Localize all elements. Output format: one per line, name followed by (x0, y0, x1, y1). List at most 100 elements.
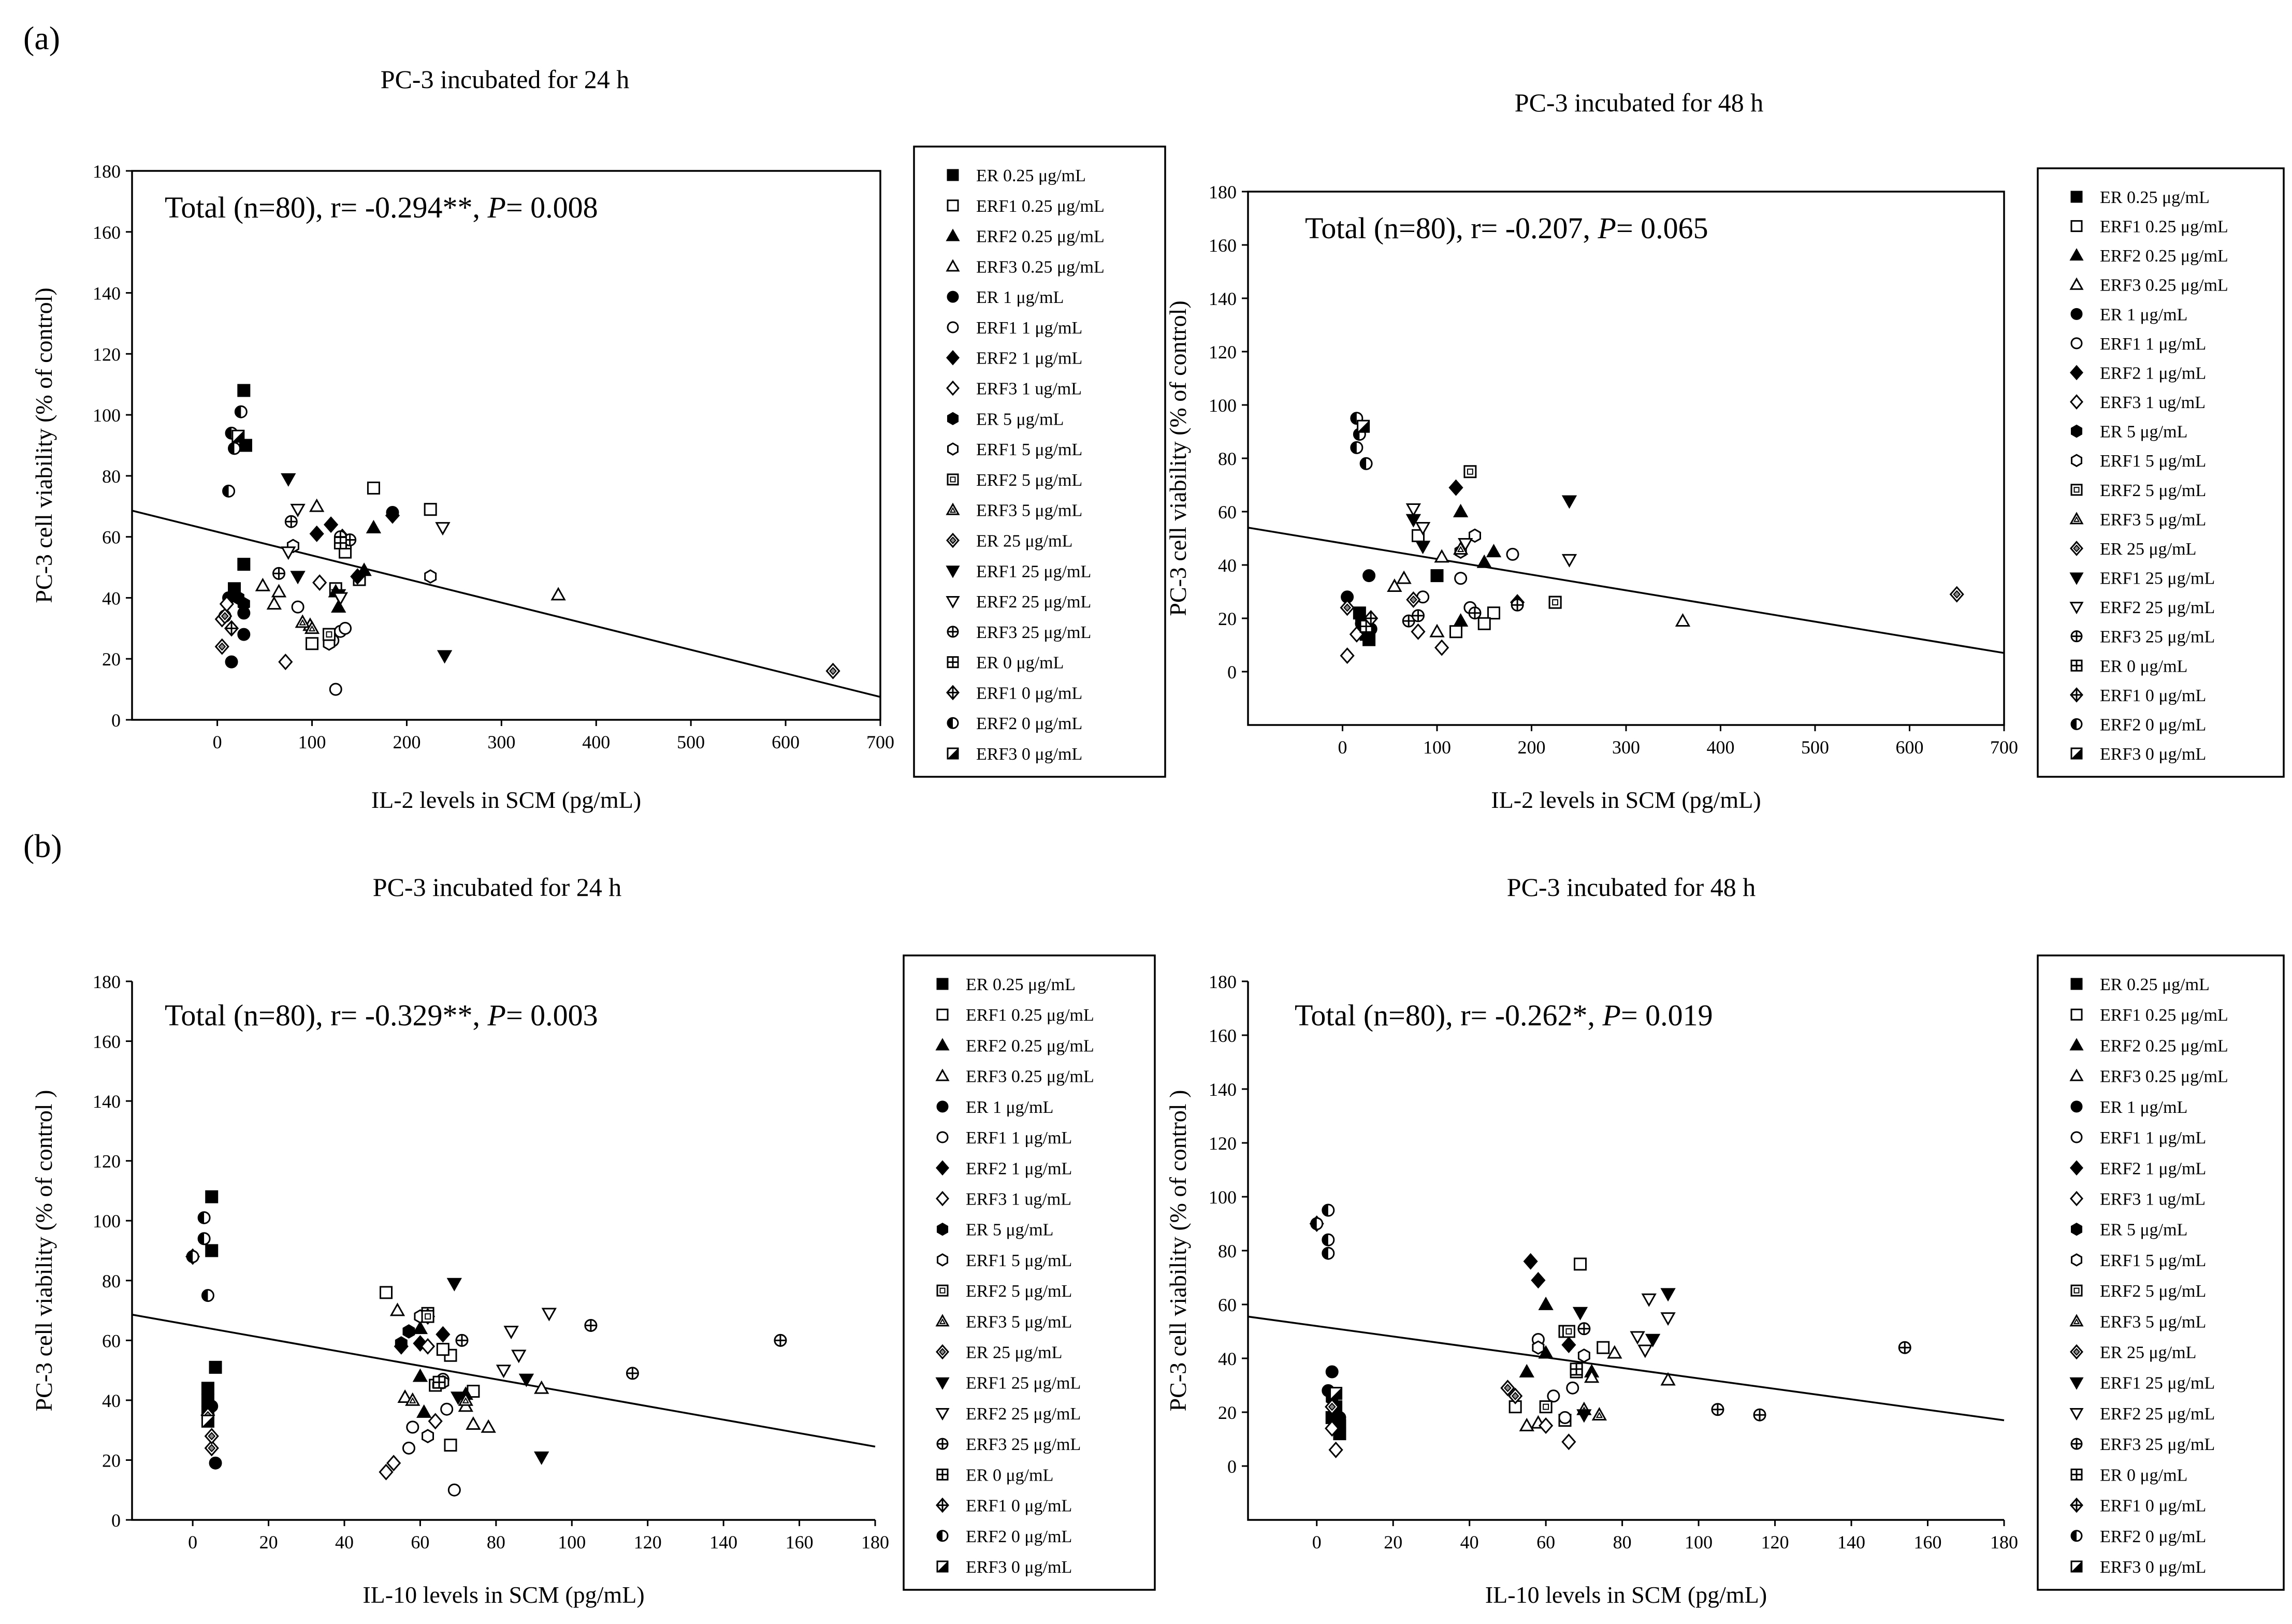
legend-marker (2069, 1068, 2084, 1081)
data-point (209, 1456, 222, 1470)
data-point (380, 1286, 393, 1299)
x-tick-label: 120 (634, 1532, 662, 1553)
data-point (1453, 613, 1469, 627)
data-point (412, 1368, 428, 1382)
legend-marker (946, 259, 960, 272)
legend-marker (947, 291, 959, 303)
data-points (185, 1190, 787, 1497)
data-point (503, 1326, 519, 1340)
data-point (774, 1333, 787, 1347)
legend-item: ER 0 μg/mL (947, 654, 1064, 673)
data-point (1340, 599, 1355, 616)
data-point (385, 507, 400, 524)
data-point (420, 1338, 436, 1355)
legend-label: ER 0 μg/mL (2100, 657, 2187, 676)
legend-marker (2070, 424, 2083, 438)
data-point (1350, 441, 1363, 454)
data-points (214, 384, 840, 696)
stat-prefix: Total (n=80), r= -0.294**, (165, 191, 488, 224)
legend-marker (2070, 308, 2083, 320)
data-point (231, 590, 244, 605)
x-tick-label: 400 (582, 732, 610, 752)
legend-label: ERF1 25 μg/mL (2100, 569, 2215, 588)
data-point (1577, 1348, 1590, 1363)
y-tick-label: 100 (93, 405, 121, 426)
y-tick-label: 20 (1218, 1402, 1237, 1423)
legend-label: ERF3 0.25 μg/mL (2100, 276, 2228, 295)
legend-label: ERF3 25 μg/mL (966, 1435, 1081, 1454)
stat-prefix: Total (n=80), r= -0.262*, (1295, 998, 1603, 1032)
data-point (1660, 1288, 1676, 1302)
data-point (304, 620, 320, 634)
x-tick-label: 60 (411, 1532, 429, 1553)
legend-marker (2070, 718, 2083, 730)
data-point (186, 1250, 199, 1264)
legend-item: ERF2 0.25 μg/mL (935, 1036, 1094, 1055)
data-point (1519, 1417, 1534, 1431)
legend-marker (2070, 1438, 2083, 1450)
data-point (1322, 1204, 1335, 1217)
legend-label: ER 0.25 μg/mL (2100, 975, 2210, 994)
legend-label: ER 1 μg/mL (2100, 305, 2187, 324)
legend-marker (2070, 1284, 2083, 1297)
y-tick-label: 60 (102, 527, 121, 548)
legend: ER 0.25 μg/mL ERF1 0.25 μg/mL ERF2 0.25 μg… (2037, 954, 2285, 1591)
legend-item: ER 0 μg/mL (2070, 657, 2187, 676)
data-point (1325, 1398, 1340, 1415)
data-point (290, 571, 306, 585)
data-point (1558, 1411, 1572, 1424)
legend-label: ERF2 1 μg/mL (976, 349, 1082, 368)
legend-label: ER 25 μg/mL (2100, 540, 2196, 559)
data-point (1561, 554, 1577, 568)
legend-frame (2037, 954, 2285, 1591)
data-point (271, 584, 287, 598)
legend-label: ERF2 5 μg/mL (2100, 1282, 2206, 1301)
data-point (1538, 1345, 1554, 1359)
y-tick-label: 160 (93, 222, 121, 243)
legend-item: ERF3 25 μg/mL (2070, 628, 2215, 647)
y-tick-label: 40 (1218, 1349, 1237, 1369)
data-point (1429, 624, 1445, 637)
y-tick-label: 140 (1209, 288, 1237, 309)
data-point (1415, 522, 1431, 536)
y-tick-label: 80 (102, 1271, 121, 1292)
legend-item: ER 25 μg/mL (936, 1343, 1062, 1362)
y-tick-label: 180 (1209, 182, 1237, 202)
data-point (1340, 647, 1355, 664)
legend-label: ERF1 0.25 μg/mL (966, 1006, 1094, 1025)
data-point (1333, 1411, 1346, 1424)
data-point (1574, 1257, 1587, 1271)
legend-label: ERF3 0 μg/mL (2100, 745, 2206, 764)
y-tick-label: 80 (1218, 1241, 1237, 1262)
y-tick-label: 140 (93, 283, 121, 304)
legend-label: ERF1 25 μg/mL (976, 562, 1091, 581)
data-point (1402, 614, 1415, 628)
legend-item: ERF3 25 μg/mL (936, 1435, 1081, 1454)
data-point (237, 628, 251, 641)
data-point (1476, 554, 1492, 568)
legend-frame (903, 954, 1156, 1591)
x-tick-label: 500 (677, 732, 705, 752)
x-tick-label: 0 (213, 732, 222, 752)
legend-item: ER 1 μg/mL (2070, 1098, 2187, 1117)
legend-label: ERF1 0.25 μg/mL (2100, 1006, 2228, 1025)
data-point (395, 1336, 408, 1351)
data-point (1539, 1417, 1554, 1434)
legend-marker (935, 1408, 950, 1421)
legend-label: ERF3 25 μg/mL (976, 623, 1091, 642)
legend-item: ER 0.25 μg/mL (2070, 975, 2210, 994)
x-tick-label: 200 (393, 732, 420, 752)
legend-item: ERF3 0 μg/mL (936, 1558, 1072, 1577)
x-tick-label: 20 (259, 1532, 278, 1553)
legend-label: ER 1 μg/mL (976, 288, 1064, 307)
legend-label: ERF1 0.25 μg/mL (976, 197, 1105, 216)
data-point (1597, 1341, 1610, 1354)
legend-item: ERF1 25 μg/mL (2069, 569, 2215, 588)
legend-item: ERF3 25 μg/mL (2070, 1435, 2215, 1454)
data-point (402, 1324, 415, 1339)
data-point (1430, 569, 1444, 583)
y-tick-label: 120 (1209, 342, 1237, 363)
legend-item: ERF2 0 μg/mL (2070, 715, 2206, 734)
legend-marker (936, 1468, 949, 1481)
y-tick-label: 100 (93, 1211, 121, 1231)
